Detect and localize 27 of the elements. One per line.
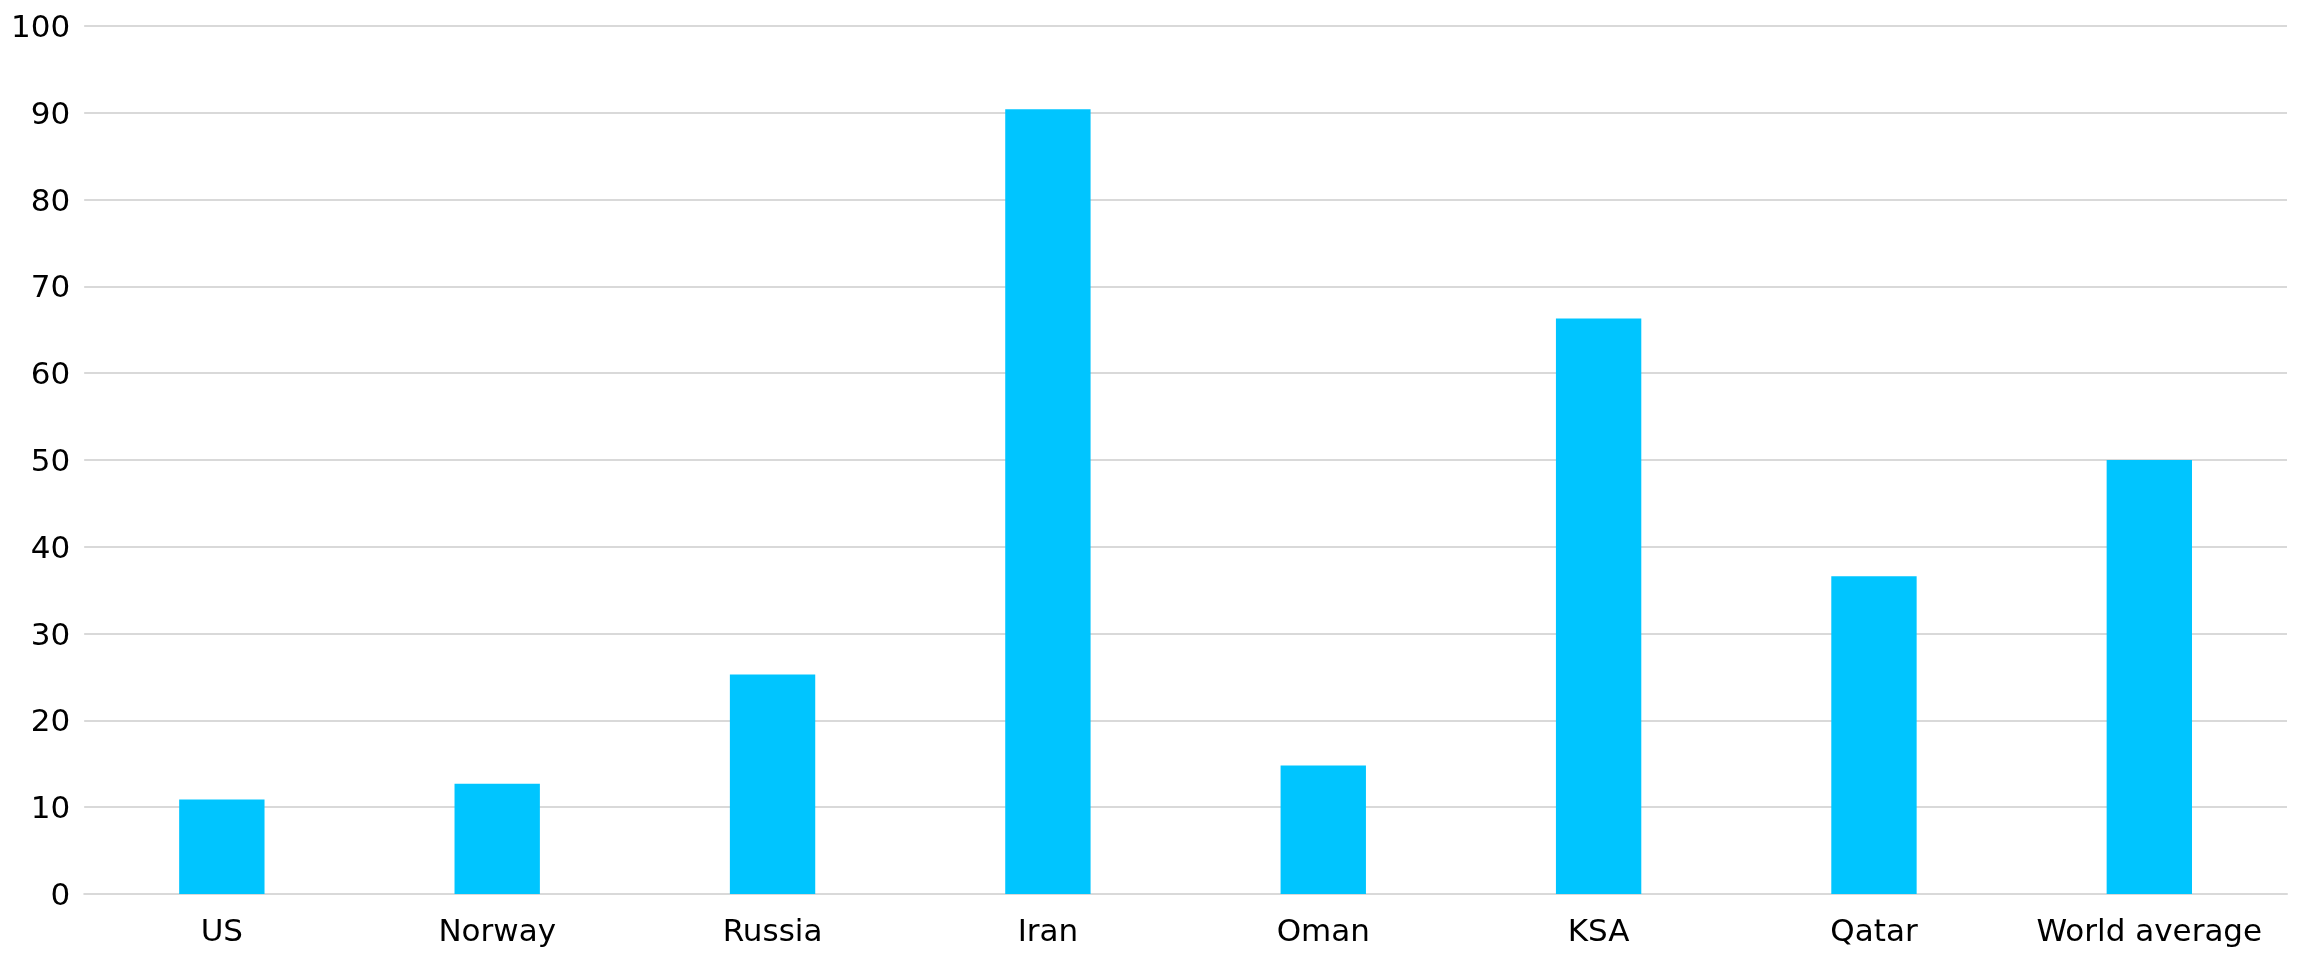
y-tick-label: 100	[11, 8, 71, 44]
y-tick-label: 30	[30, 615, 71, 652]
y-tick-label: 20	[30, 702, 71, 739]
x-tick-label: Qatar	[1830, 911, 1918, 948]
bar	[1555, 318, 1642, 894]
bar	[729, 674, 816, 894]
x-tick-label: Norway	[438, 911, 556, 948]
x-tick-label: Russia	[722, 911, 823, 948]
y-tick-label: 80	[30, 181, 71, 218]
y-tick-label: 90	[30, 94, 71, 131]
y-tick-label: 0	[50, 876, 71, 912]
x-tick-label: KSA	[1567, 911, 1630, 948]
bar	[2106, 460, 2192, 894]
y-tick-label: 40	[30, 528, 71, 565]
bar	[1005, 109, 1091, 894]
bar	[454, 783, 540, 894]
bar	[1831, 576, 1917, 894]
bar	[179, 799, 265, 894]
x-tick-label: World average	[2036, 911, 2263, 948]
x-tick-label: US	[200, 911, 244, 948]
y-tick-label: 60	[30, 355, 71, 392]
x-tick-label: Oman	[1276, 911, 1370, 948]
bar	[1280, 765, 1366, 894]
y-tick-label: 10	[30, 789, 71, 826]
x-tick-label: Iran	[1017, 911, 1079, 948]
y-tick-label: 70	[30, 268, 71, 305]
y-tick-label: 50	[30, 442, 71, 478]
